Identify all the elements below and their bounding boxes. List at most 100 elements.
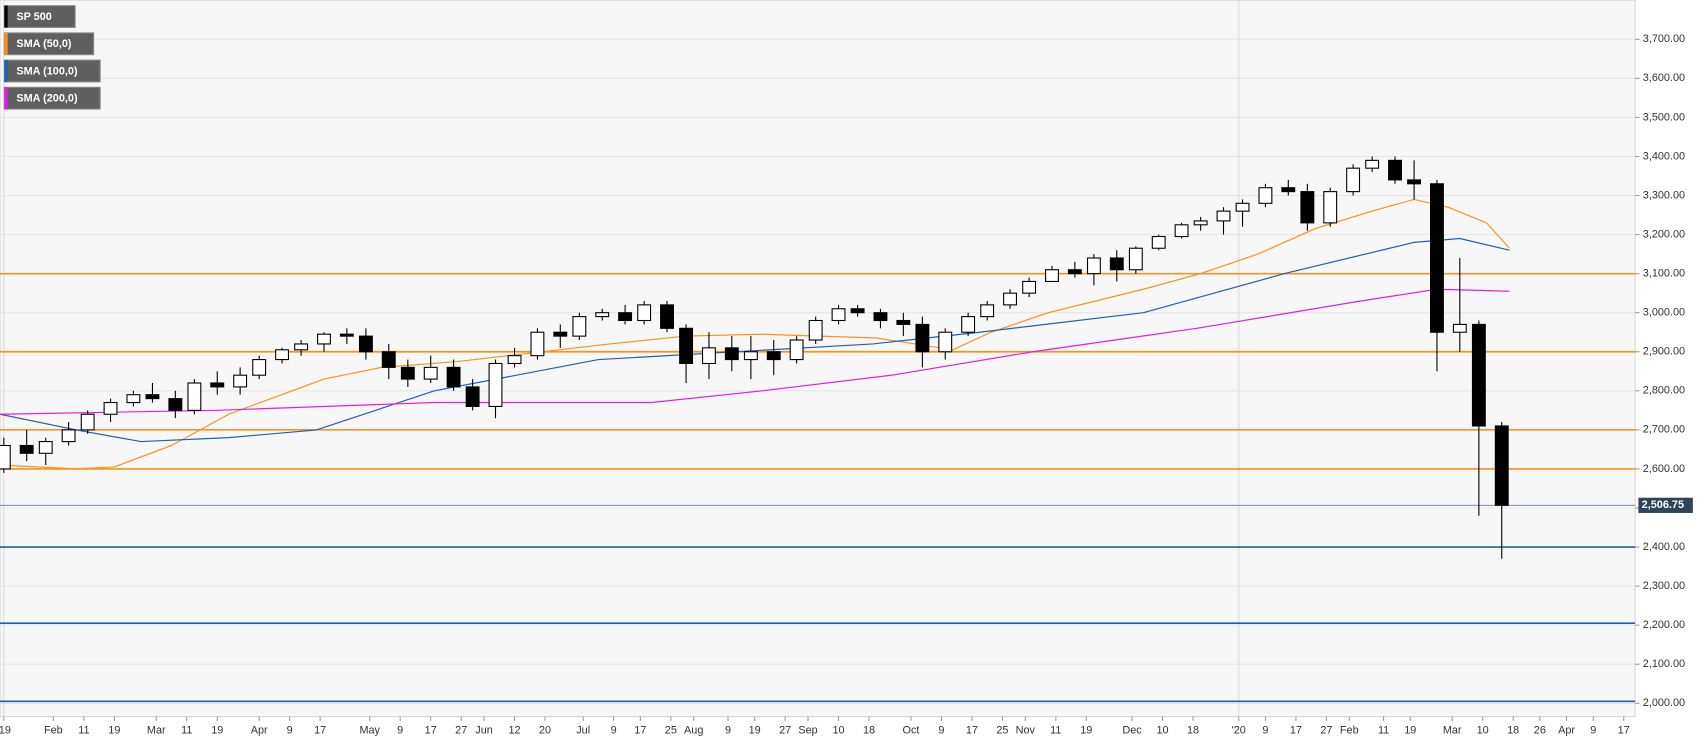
candle-body [1151,235,1166,249]
x-tick-label: 19 [108,725,120,737]
candle-body [400,366,415,380]
x-tick-label: 11 [1050,725,1061,737]
x-tick-label: 19 [1404,725,1416,737]
x-tick-label: 27 [1320,725,1332,737]
candle-body [187,382,202,411]
x-tick-label: Jun [475,725,493,737]
candle-body [1365,159,1380,169]
y-tick-label: 2,000.00 [1643,697,1685,709]
x-tick-label: 25 [665,725,677,737]
candle-body [618,312,633,322]
candle-body [873,312,888,322]
x-tick-label: May [359,725,380,737]
candle-body [317,333,331,345]
x-tick-label: 25 [996,725,1008,737]
candle-body [488,362,503,407]
x-tick-label: 11 [78,725,89,737]
candle-body [1216,210,1231,222]
x-tick-label: 26 [1534,725,1546,737]
y-tick-label: 2,700.00 [1643,424,1685,436]
candle-body [381,351,396,368]
x-tick-label: 18 [863,725,875,737]
x-tick-label: 9 [938,725,944,737]
x-tick-label: Apr [1558,725,1575,737]
x-tick-label: Feb [44,725,63,737]
candle-body [61,429,76,443]
candle-body [19,444,34,454]
candle-body [850,308,865,314]
x-tick-label: Aug [684,725,703,737]
candle-body [80,413,95,431]
x-tick-label: Oct [902,725,919,737]
candle-body [1045,269,1059,282]
candle-body [1109,257,1124,271]
x-tick-label: 17 [634,725,646,737]
candle-body [724,347,739,361]
x-tick-label: 9 [397,725,403,737]
x-tick-label: 19 [749,725,761,737]
candle-body [1388,159,1402,181]
x-tick-label: 9 [1590,725,1596,737]
candle-body [1235,202,1250,212]
y-tick-label: 2,900.00 [1643,346,1685,358]
candle-body [1258,187,1273,204]
candle-body [766,351,781,361]
x-tick-label: Mar [1443,725,1462,737]
candle-body [1003,292,1018,306]
candle-body [701,347,716,365]
x-tick-label: 10 [1156,725,1168,737]
candle-body [1346,167,1361,193]
y-tick-label: 3,700.00 [1643,33,1685,45]
candle-body [938,331,953,353]
y-tick-label: 3,400.00 [1643,150,1685,162]
candle-body [980,304,995,318]
legend-label: SP 500 [16,11,51,23]
candle-body [38,441,53,454]
y-tick-label: 3,100.00 [1643,268,1685,280]
candle-body [1174,224,1189,238]
y-tick-label: 2,300.00 [1643,580,1685,592]
candle-body [275,349,290,361]
x-tick-label: '20 [1232,725,1246,737]
x-tick-label: 17 [314,725,326,737]
x-tick-label: 9 [725,725,731,737]
last-price-box [1638,497,1693,513]
x-tick-label: Mar [147,725,166,737]
candle-body [1323,191,1338,224]
candle-body [553,331,568,337]
y-tick-label: 3,300.00 [1643,189,1685,201]
candle-body [961,316,976,333]
x-tick-label: 17 [1618,725,1630,737]
candle-body [831,308,846,322]
x-tick-label: 17 [966,725,978,737]
plot-area [0,0,1636,718]
x-tick-label: 17 [1290,725,1302,737]
x-tick-label: 19 [1080,725,1092,737]
x-tick-label: 11 [1378,725,1389,737]
y-tick-label: 2,600.00 [1643,463,1685,475]
y-tick-label: 3,500.00 [1643,111,1685,123]
legend-label: SMA (100,0) [16,65,78,77]
sma-line [0,198,1510,470]
candle-body [339,333,354,337]
x-tick-label: 18 [1187,725,1199,737]
candle-body [1022,280,1037,294]
x-tick-label: 20 [539,725,551,737]
candle-body [126,394,141,404]
legend-label: SMA (200,0) [16,93,78,105]
candle-body [808,319,823,341]
x-tick-label: 10 [1477,725,1489,737]
candle-body [1452,323,1467,333]
x-tick-label: 10 [832,725,844,737]
candle-body [1430,183,1444,333]
y-tick-label: 2,100.00 [1643,658,1685,670]
x-tick-label: Jul [576,725,590,737]
candle-body [252,359,267,376]
x-tick-label: Dec [1122,725,1142,737]
legend-swatch [4,5,8,28]
legend-swatch [4,32,8,55]
x-tick-label: Sep [798,725,817,737]
candle-body [1494,425,1509,506]
candle-body [294,343,309,351]
